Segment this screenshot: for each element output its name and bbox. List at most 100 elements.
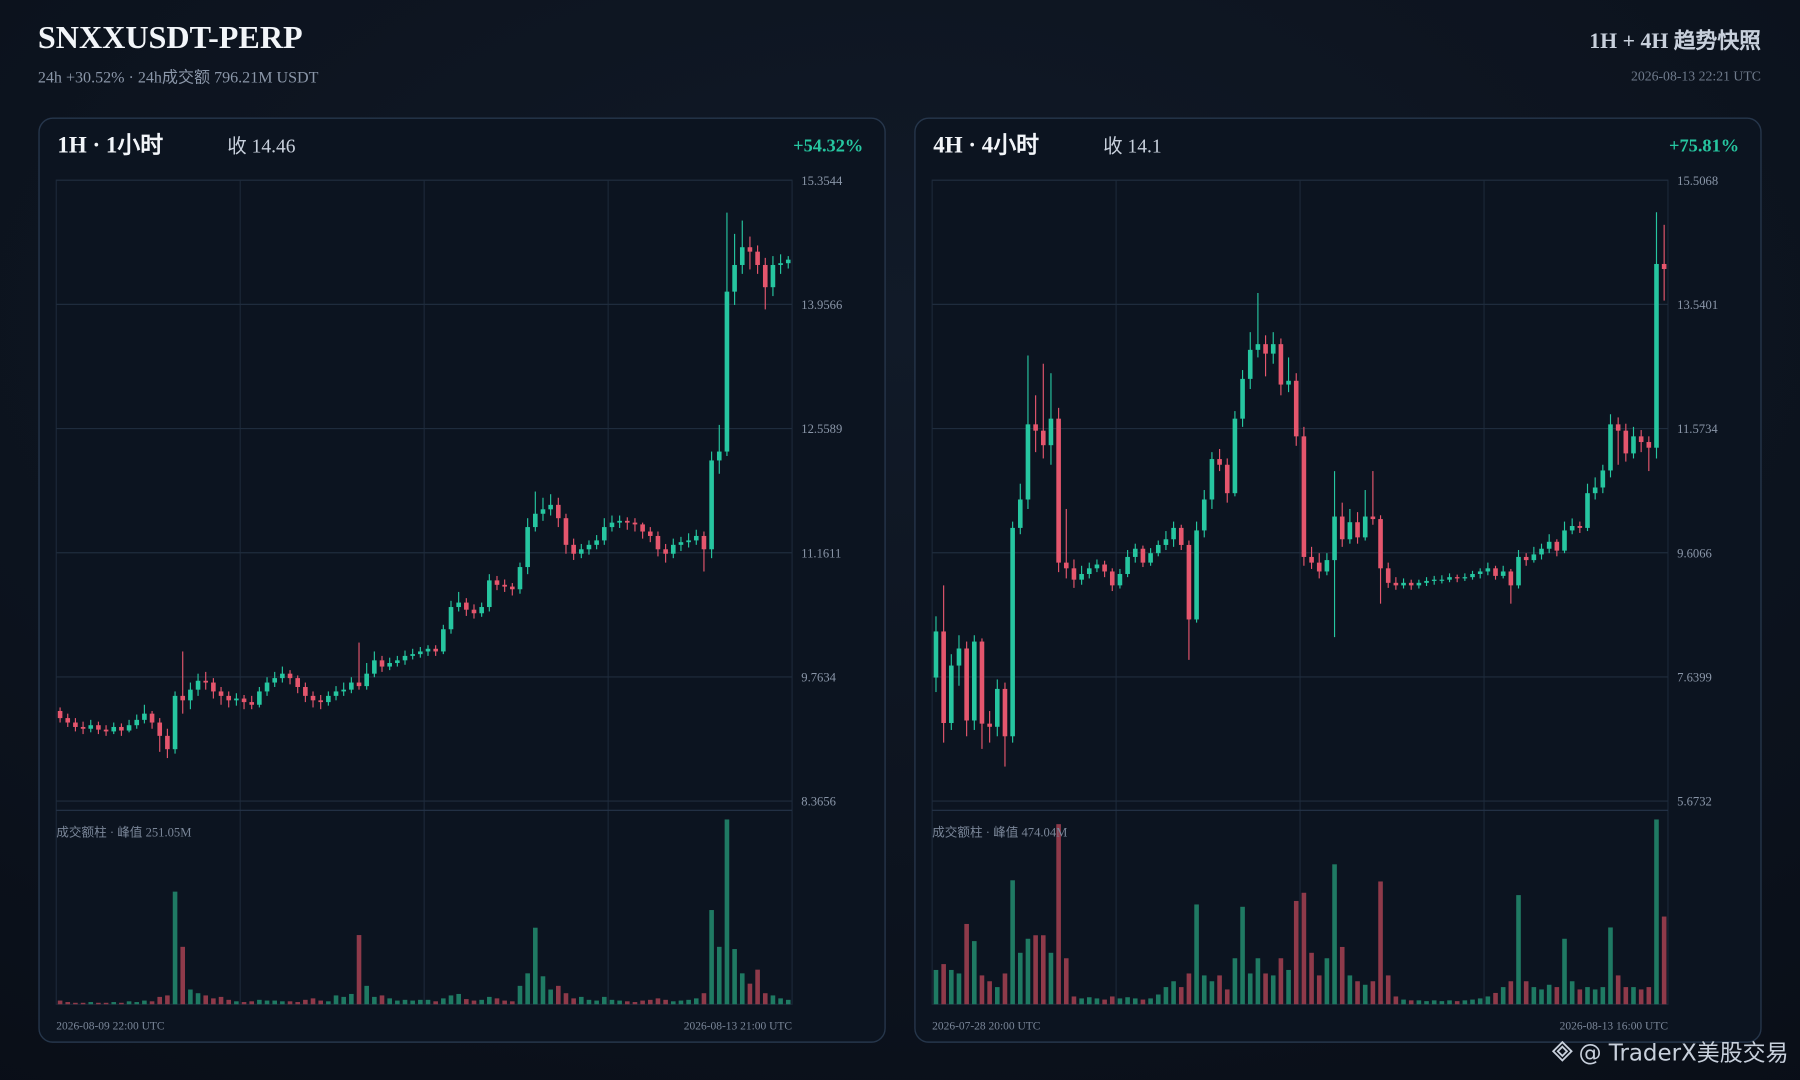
volume-bar xyxy=(241,1002,247,1005)
volume-bar xyxy=(678,1000,684,1005)
volume-bar xyxy=(1355,981,1360,1005)
candle-body xyxy=(1071,568,1077,580)
candle-body xyxy=(410,654,415,656)
candle-body xyxy=(1477,571,1483,574)
y-tick-label: 13.5401 xyxy=(1677,298,1718,312)
y-tick-label: 5.6732 xyxy=(1677,795,1712,809)
volume-bar xyxy=(479,999,484,1005)
candle-body xyxy=(1454,577,1460,579)
volume-bar xyxy=(142,1000,147,1005)
x-start-label: 2026-08-09 22:00 UTC xyxy=(56,1021,165,1033)
candle-body xyxy=(1408,582,1414,586)
candle-body xyxy=(1094,564,1100,569)
candle-body xyxy=(149,713,155,723)
volume-bar xyxy=(456,993,461,1005)
volume-bar xyxy=(364,985,369,1005)
volume-bar xyxy=(1186,973,1192,1005)
candle-body xyxy=(663,549,668,554)
candle-body xyxy=(1470,573,1475,578)
volume-bar xyxy=(1424,1001,1429,1005)
volume-bar xyxy=(1447,1000,1452,1005)
volume-bar xyxy=(356,935,362,1005)
candle-body xyxy=(1224,464,1230,494)
candle-body xyxy=(732,264,737,292)
volume-bar xyxy=(1163,987,1169,1005)
candle-body xyxy=(188,689,193,701)
candle-body xyxy=(1002,688,1008,737)
volume-bar xyxy=(1493,992,1498,1005)
volume-bar xyxy=(1171,981,1176,1005)
y-tick-label: 13.9566 xyxy=(801,298,842,312)
candle-body xyxy=(556,504,561,519)
candle-body xyxy=(533,513,538,528)
y-tick-label: 15.5068 xyxy=(1677,174,1718,188)
candle-body xyxy=(1232,418,1238,494)
candle-body xyxy=(1194,530,1199,620)
candle-body xyxy=(1324,560,1330,572)
volume-bar xyxy=(1378,881,1383,1005)
candle-body xyxy=(1132,548,1138,557)
volume-bar xyxy=(134,1002,140,1005)
candle-body xyxy=(1370,516,1376,520)
candle-body xyxy=(1416,582,1422,586)
candle-body xyxy=(1539,548,1544,555)
volume-bar xyxy=(1010,880,1015,1005)
candle-body xyxy=(1040,430,1046,446)
volume-bar xyxy=(1370,981,1376,1005)
candle-body xyxy=(579,549,584,554)
candle-body xyxy=(1125,556,1130,574)
volume-bar xyxy=(341,996,346,1005)
volume-bar xyxy=(1500,987,1506,1005)
candle-body xyxy=(1447,577,1452,580)
volume-bar xyxy=(1125,997,1130,1005)
volume-bar xyxy=(686,999,691,1005)
volume-bar xyxy=(1347,975,1353,1005)
volume-bar xyxy=(1546,984,1552,1005)
candle-body xyxy=(126,725,132,731)
volume-bar xyxy=(1516,895,1521,1005)
volume-bar xyxy=(257,999,262,1005)
volume-bar xyxy=(1477,998,1483,1005)
volume-bar xyxy=(571,998,576,1005)
panel xyxy=(914,117,1762,1043)
candle-body xyxy=(701,535,707,550)
volume-bar xyxy=(57,1000,63,1005)
volume-bar xyxy=(1017,952,1023,1005)
candle-body xyxy=(1263,344,1268,354)
candle-body xyxy=(395,660,400,664)
volume-bar xyxy=(1654,819,1659,1005)
volume-bar xyxy=(1324,958,1330,1005)
candle-body xyxy=(510,586,515,590)
candle-body xyxy=(203,680,209,683)
candle-body xyxy=(356,682,362,687)
candle-body xyxy=(678,542,684,545)
volume-bar xyxy=(80,1002,86,1005)
candle-body xyxy=(333,691,339,696)
y-tick-label: 7.6399 xyxy=(1677,671,1712,685)
candle-body xyxy=(693,535,699,541)
candle-body xyxy=(1424,580,1429,583)
volume-bar xyxy=(617,1000,622,1005)
volume-bar xyxy=(448,995,454,1005)
volume-bar xyxy=(1086,997,1092,1005)
candle-body xyxy=(1638,436,1644,443)
volume-bar xyxy=(418,999,423,1005)
volume-bar xyxy=(234,1001,239,1005)
candle-body xyxy=(1086,568,1092,574)
volume-bar xyxy=(594,1000,599,1005)
candle-body xyxy=(471,609,477,614)
volume-label: 成交额柱 · 峰值 251.05M xyxy=(56,825,191,840)
volume-bar xyxy=(510,1001,515,1005)
volume-bar xyxy=(1301,892,1307,1005)
candle-body xyxy=(234,698,239,701)
volume-bar xyxy=(739,973,745,1005)
candle-body xyxy=(1255,344,1261,350)
candle-body xyxy=(180,695,186,701)
volume-bar xyxy=(949,969,954,1005)
candle-body xyxy=(303,686,308,696)
candle-body xyxy=(165,735,170,750)
volume-bar xyxy=(1431,1000,1437,1005)
volume-bar xyxy=(1339,946,1345,1005)
candle-body xyxy=(310,695,316,701)
volume-bar xyxy=(264,1000,270,1005)
